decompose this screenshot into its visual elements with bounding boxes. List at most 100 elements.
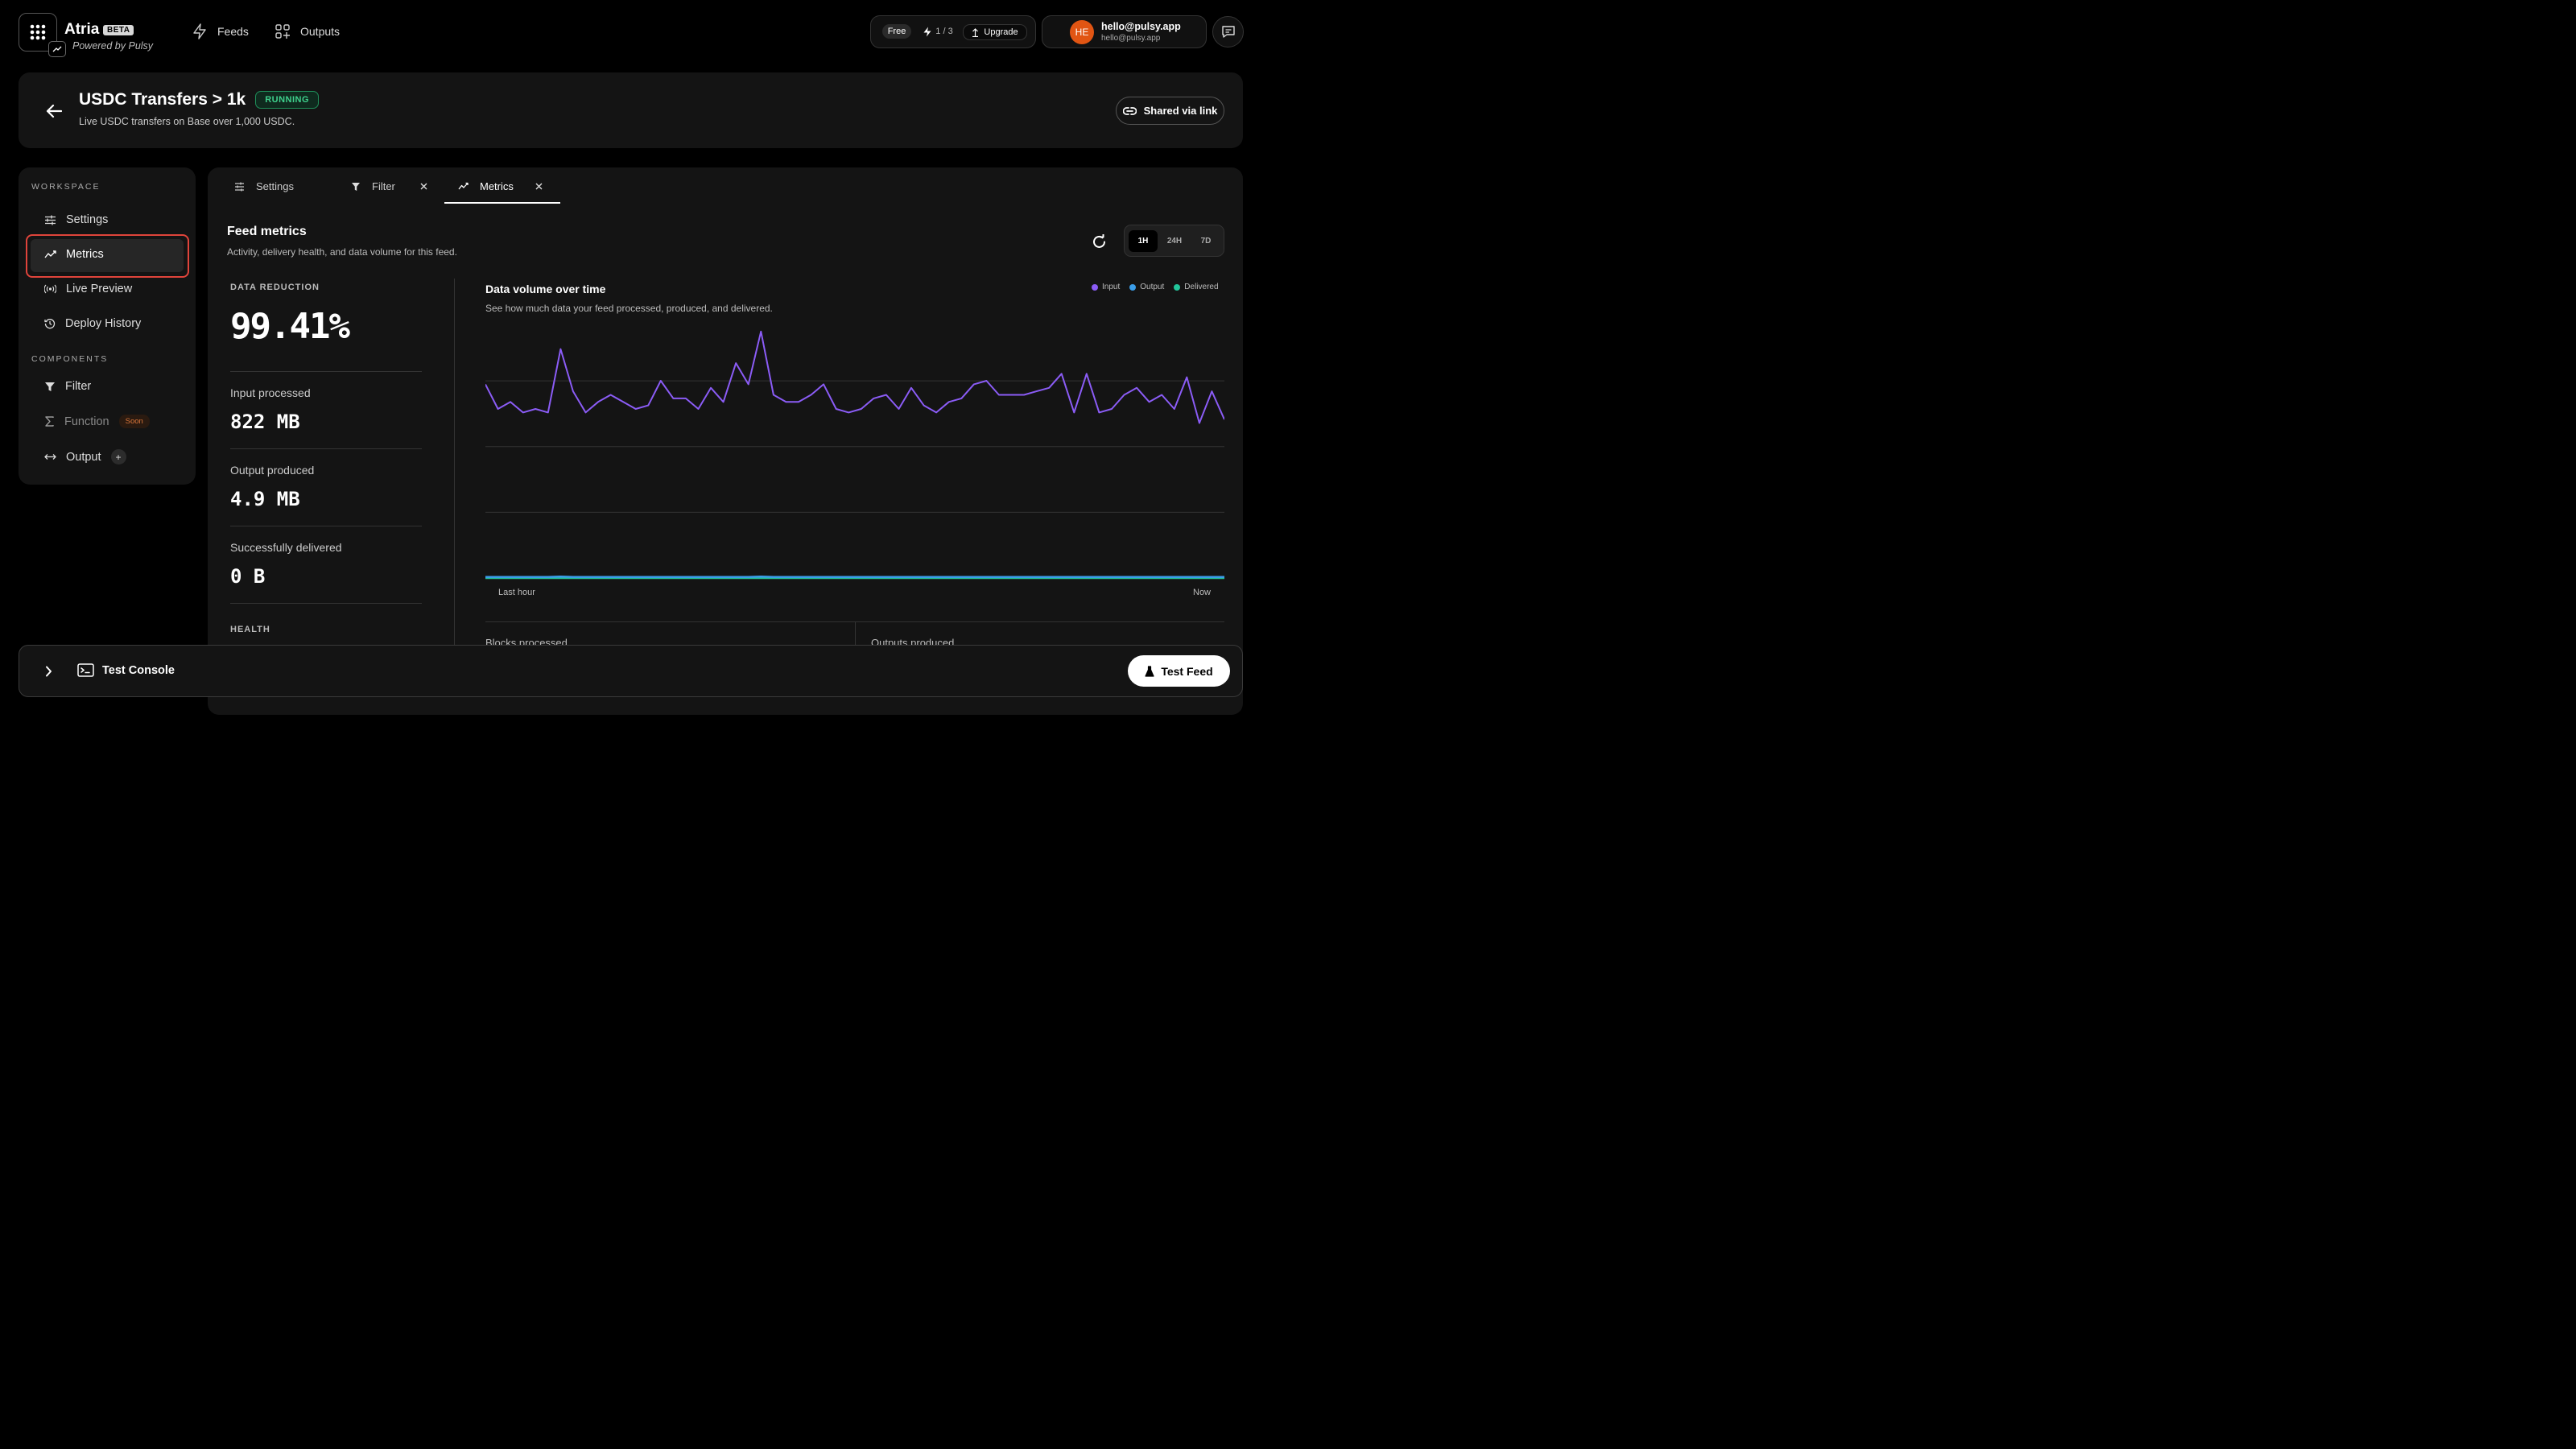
- x-end-label: Now: [1193, 588, 1212, 597]
- broadcast-icon: [44, 284, 56, 294]
- terminal-icon: [77, 663, 94, 677]
- sigma-icon: [45, 416, 54, 427]
- upgrade-button[interactable]: Upgrade: [963, 24, 1027, 40]
- divider: [230, 371, 422, 372]
- metrics-subtitle: Activity, delivery health, and data volu…: [227, 246, 457, 258]
- delivered-label: Successfully delivered: [230, 541, 342, 554]
- plan-usage-value: 1 / 3: [935, 27, 953, 36]
- apps-grid-icon: [30, 24, 46, 40]
- feedback-button[interactable]: [1212, 16, 1244, 47]
- flask-icon: [1145, 665, 1154, 677]
- main-panel: [208, 167, 1243, 715]
- time-range-selector: 1H 24H 7D: [1124, 225, 1224, 257]
- app-logo[interactable]: [19, 13, 66, 57]
- sidebar-item-label: Output: [66, 450, 101, 464]
- tab-settings[interactable]: Settings: [234, 180, 294, 192]
- sidebar-item-label: Function: [64, 415, 109, 428]
- outputs-grid-icon: [275, 24, 290, 39]
- workspace-heading: WORKSPACE: [31, 182, 101, 192]
- health-label: HEALTH: [230, 625, 270, 634]
- selected-item-bg: [31, 239, 184, 272]
- range-24h[interactable]: 24H: [1166, 237, 1183, 246]
- range-7d[interactable]: 7D: [1200, 237, 1212, 246]
- share-label: Shared via link: [1143, 105, 1218, 117]
- avatar: HE: [1070, 20, 1094, 44]
- share-button[interactable]: Shared via link: [1116, 97, 1224, 125]
- test-feed-label: Test Feed: [1161, 664, 1213, 678]
- link-icon: [1122, 106, 1137, 115]
- nav-outputs[interactable]: Outputs: [275, 23, 340, 40]
- data-reduction-label: DATA REDUCTION: [230, 283, 320, 292]
- add-output-button[interactable]: +: [110, 449, 126, 464]
- history-icon: [44, 319, 56, 329]
- sidebar-item-label: Live Preview: [66, 283, 133, 295]
- metrics-icon: [458, 182, 469, 190]
- output-produced-value: 4.9 MB: [230, 488, 300, 510]
- selection-highlight: [26, 234, 189, 278]
- refresh-button[interactable]: [1089, 232, 1108, 251]
- tab-label: Filter: [372, 180, 395, 192]
- sidebar-item-filter[interactable]: Filter: [44, 380, 91, 393]
- legend-delivered: Delivered: [1174, 283, 1219, 291]
- nav-feeds[interactable]: Feeds: [192, 23, 249, 40]
- close-icon[interactable]: [420, 183, 427, 190]
- bolt-icon: [923, 27, 931, 36]
- legend-label: Output: [1140, 283, 1165, 291]
- refresh-icon: [1092, 233, 1105, 248]
- status-badge: RUNNING: [255, 91, 320, 109]
- column-divider: [454, 279, 455, 649]
- user-email: hello@pulsy.app: [1101, 34, 1161, 43]
- range-1h[interactable]: 1H: [1129, 230, 1158, 252]
- components-heading: COMPONENTS: [31, 354, 109, 364]
- sidebar-item-metrics[interactable]: Metrics: [44, 248, 104, 261]
- card-divider: [855, 621, 856, 654]
- feed-description: Live USDC transfers on Base over 1,000 U…: [79, 116, 295, 127]
- sidebar-item-deploy-history[interactable]: Deploy History: [44, 317, 141, 330]
- tab-label: Metrics: [480, 180, 514, 192]
- legend-output: Output: [1129, 283, 1164, 291]
- expand-console-button[interactable]: [40, 663, 56, 679]
- metrics-icon: [44, 250, 56, 258]
- sidebar-item-output[interactable]: Output +: [44, 449, 126, 464]
- legend-input: Input: [1092, 283, 1120, 291]
- arrow-up-icon: [972, 27, 979, 37]
- sidebar-item-settings[interactable]: Settings: [44, 213, 108, 226]
- feed-header: [19, 72, 1243, 148]
- sidebar-item-label: Metrics: [66, 248, 104, 261]
- feed-title: USDC Transfers > 1k: [79, 90, 246, 109]
- legend-label: Delivered: [1184, 283, 1219, 291]
- chart-subtitle: See how much data your feed processed, p…: [485, 303, 773, 314]
- user-name: hello@pulsy.app: [1101, 21, 1181, 32]
- nav-feeds-label: Feeds: [217, 25, 249, 38]
- tab-label: Settings: [256, 180, 294, 192]
- volume-chart: [485, 330, 1224, 580]
- close-icon[interactable]: [535, 183, 543, 190]
- sidebar: [19, 167, 196, 485]
- plan-widget: Free 1 / 3 Upgrade: [870, 15, 1036, 48]
- metrics-title: Feed metrics: [227, 225, 307, 238]
- sidebar-item-live-preview[interactable]: Live Preview: [44, 283, 132, 295]
- chart-title: Data volume over time: [485, 283, 606, 295]
- chat-icon: [1221, 26, 1235, 38]
- series-line-input: [485, 330, 1224, 424]
- tab-filter[interactable]: Filter: [351, 180, 427, 192]
- upgrade-label: Upgrade: [984, 27, 1018, 37]
- test-console-label: Test Console: [102, 663, 175, 677]
- data-reduction-value: 99.41%: [230, 306, 350, 347]
- output-produced-label: Output produced: [230, 464, 315, 477]
- legend-dot: [1174, 283, 1181, 291]
- divider: [230, 603, 422, 604]
- powered-by: Powered by Pulsy: [72, 40, 154, 52]
- back-button[interactable]: [43, 101, 64, 122]
- chevron-right-icon: [45, 666, 52, 677]
- tab-metrics[interactable]: Metrics: [458, 180, 543, 192]
- test-feed-button[interactable]: Test Feed: [1128, 655, 1230, 687]
- user-menu[interactable]: HE hello@pulsy.app hello@pulsy.app: [1042, 15, 1207, 48]
- sidebar-item-label: Deploy History: [65, 317, 142, 330]
- sidebar-item-function: Function Soon: [44, 415, 150, 428]
- filter-icon: [352, 182, 360, 191]
- input-processed-value: 822 MB: [230, 411, 300, 433]
- bolt-icon: [193, 23, 206, 39]
- feed-title-row: USDC Transfers > 1k RUNNING: [79, 90, 320, 109]
- legend-dot: [1092, 283, 1098, 291]
